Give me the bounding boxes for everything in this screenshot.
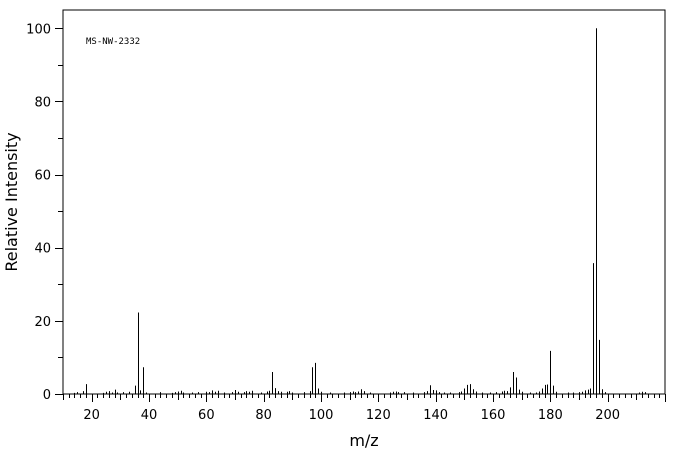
x-tick-label: 60 (198, 408, 215, 423)
y-tick-label: 60 (34, 169, 51, 184)
x-axis-title: m/z (349, 431, 378, 450)
x-tick-label: 80 (255, 408, 272, 423)
y-tick-label: 20 (34, 315, 51, 330)
x-tick-label: 140 (423, 408, 448, 423)
y-tick-label: 0 (43, 388, 51, 403)
y-tick-label: 40 (34, 242, 51, 257)
x-tick-label: 160 (481, 408, 506, 423)
y-axis-title: Relative Intensity (2, 132, 21, 271)
peaks-layer (74, 28, 646, 394)
plot-frame (62, 9, 666, 395)
x-tick-label: 120 (366, 408, 391, 423)
x-tick-label: 20 (83, 408, 100, 423)
x-axis: 20 40 60 80 100 120 140 160 180 200 (63, 394, 666, 423)
y-tick-label: 80 (34, 95, 51, 110)
spectrum-id-label: MS-NW-2332 (86, 37, 140, 47)
y-tick-label: 100 (26, 22, 51, 37)
x-tick-label: 100 (309, 408, 334, 423)
x-tick-label: 40 (141, 408, 158, 423)
y-axis: 0 20 40 60 80 100 (26, 22, 63, 403)
x-tick-label: 180 (538, 408, 563, 423)
x-tick-label: 200 (595, 408, 620, 423)
